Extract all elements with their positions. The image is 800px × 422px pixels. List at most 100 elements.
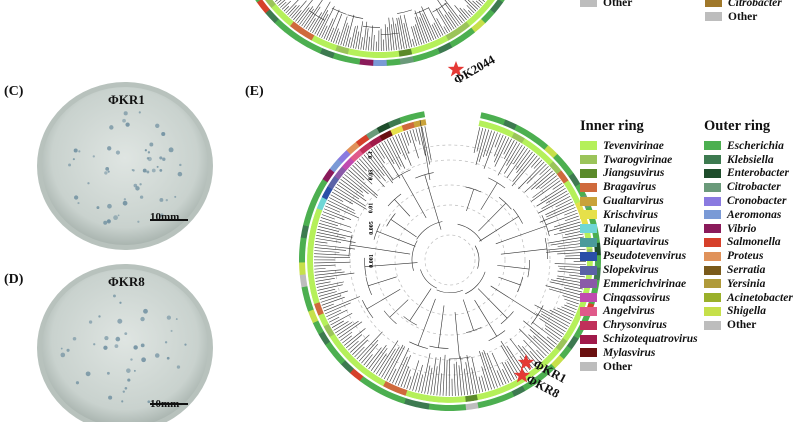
legend-label: Cronobacter (727, 195, 786, 207)
legend-label: Klebsiella (727, 154, 774, 166)
distance-label: 0.001 (369, 254, 375, 268)
inner_ring-item: Other (580, 360, 698, 374)
outer_ring-item: Shigella (704, 305, 793, 319)
legend-label: Emmerichvirinae (603, 278, 686, 290)
swatch (580, 169, 597, 178)
swatch (580, 155, 597, 164)
swatch (580, 224, 597, 233)
swatch (580, 362, 597, 371)
legend-label: Gualtarvirus (603, 195, 664, 207)
legend-label: Other (603, 361, 632, 373)
legend-label: Schizotequatrovirus (603, 333, 698, 345)
inner_ring-item: Pseudotevenvirus (580, 249, 698, 263)
legend-label: Enterobacter (727, 167, 789, 179)
legend-label: Citrobacter (727, 181, 781, 193)
legend-label: Other (727, 319, 756, 331)
outer_ring-item: Cronobacter (704, 194, 793, 208)
outer_ring-item: Acinetobacter (704, 291, 793, 305)
swatch (704, 238, 721, 247)
legend-label: Pseudotevenvirus (603, 250, 686, 262)
swatch (704, 321, 721, 330)
swatch (704, 293, 721, 302)
outer_ring-item: Escherichia (704, 139, 793, 153)
swatch (580, 279, 597, 288)
inner_ring-item: Tevenvirinae (580, 139, 698, 153)
inner_ring-item: Slopekvirus (580, 263, 698, 277)
legend-label: Krischvirus (603, 209, 658, 221)
legend-label: Bragavirus (603, 181, 656, 193)
legend-label: Shigella (727, 305, 766, 317)
legend-label: Yersinia (727, 278, 765, 290)
distance-label: 0.1 (368, 151, 374, 159)
outer_ring-item: Yersinia (704, 277, 793, 291)
inner_ring-item: Gualtarvirus (580, 194, 698, 208)
legend-label: Mylasvirus (603, 347, 655, 359)
swatch (704, 155, 721, 164)
tree-e-rings (302, 114, 598, 408)
outer_ring-item: Vibrio (704, 222, 793, 236)
legend-label: Acinetobacter (727, 292, 793, 304)
inner_ring-item: Schizotequatrovirus (580, 332, 698, 346)
distance-label: 0.005 (369, 221, 375, 235)
swatch (580, 252, 597, 261)
outer_ring-item: Klebsiella (704, 153, 793, 167)
swatch (704, 252, 721, 261)
legend-label: Aeromonas (727, 209, 781, 221)
legend-label: Tevenvirinae (603, 140, 664, 152)
legend-label: Cinqassovirus (603, 292, 670, 304)
legend-label: Angelvirus (603, 305, 655, 317)
swatch (580, 321, 597, 330)
legend-label: Tulanevirus (603, 223, 660, 235)
swatch (580, 293, 597, 302)
inner_ring-item: Biquartavirus (580, 236, 698, 250)
swatch (580, 141, 597, 150)
legend-label: Escherichia (727, 140, 784, 152)
inner_ring-item: Twarogvirinae (580, 153, 698, 167)
swatch (704, 266, 721, 275)
swatch (580, 210, 597, 219)
outer_ring-item: Salmonella (704, 236, 793, 250)
legend-label: Salmonella (727, 236, 781, 248)
distance-label: 0.05 (368, 170, 374, 181)
inner_ring-item: Chrysonvirus (580, 318, 698, 332)
swatch (704, 307, 721, 316)
swatch (580, 266, 597, 275)
outer_ring-item: Proteus (704, 249, 793, 263)
inner_ring-item: Krischvirus (580, 208, 698, 222)
outer_ring-item: Other (704, 318, 793, 332)
distance-label: 0.01 (368, 203, 374, 214)
outer_ring-item: Enterobacter (704, 167, 793, 181)
swatch (704, 224, 721, 233)
swatch (580, 335, 597, 344)
outer-ring-title: Outer ring (704, 118, 770, 135)
swatch (704, 169, 721, 178)
legend-label: Serratia (727, 264, 765, 276)
swatch (704, 197, 721, 206)
legend-label: Jiangsuvirus (603, 167, 664, 179)
legend-label: Proteus (727, 250, 763, 262)
outer_ring-item: Serratia (704, 263, 793, 277)
outer_ring-item: Aeromonas (704, 208, 793, 222)
legend-label: Biquartavirus (603, 236, 669, 248)
swatch (704, 141, 721, 150)
inner_ring-item: Cinqassovirus (580, 291, 698, 305)
outer_ring-item: Citrobacter (704, 180, 793, 194)
swatch (580, 348, 597, 357)
inner_ring-item: Jiangsuvirus (580, 167, 698, 181)
legend-label: Chrysonvirus (603, 319, 667, 331)
inner_ring-item: Angelvirus (580, 305, 698, 319)
swatch (580, 238, 597, 247)
legend-label: Vibrio (727, 223, 756, 235)
swatch (704, 210, 721, 219)
swatch (704, 279, 721, 288)
inner_ring-item: Emmerichvirinae (580, 277, 698, 291)
swatch (580, 307, 597, 316)
inner-ring-title: Inner ring (580, 118, 644, 135)
legend-label: Twarogvirinae (603, 154, 672, 166)
inner_ring-item: Tulanevirus (580, 222, 698, 236)
inner_ring-item: Bragavirus (580, 180, 698, 194)
inner_ring-item: Mylasvirus (580, 346, 698, 360)
swatch (580, 183, 597, 192)
